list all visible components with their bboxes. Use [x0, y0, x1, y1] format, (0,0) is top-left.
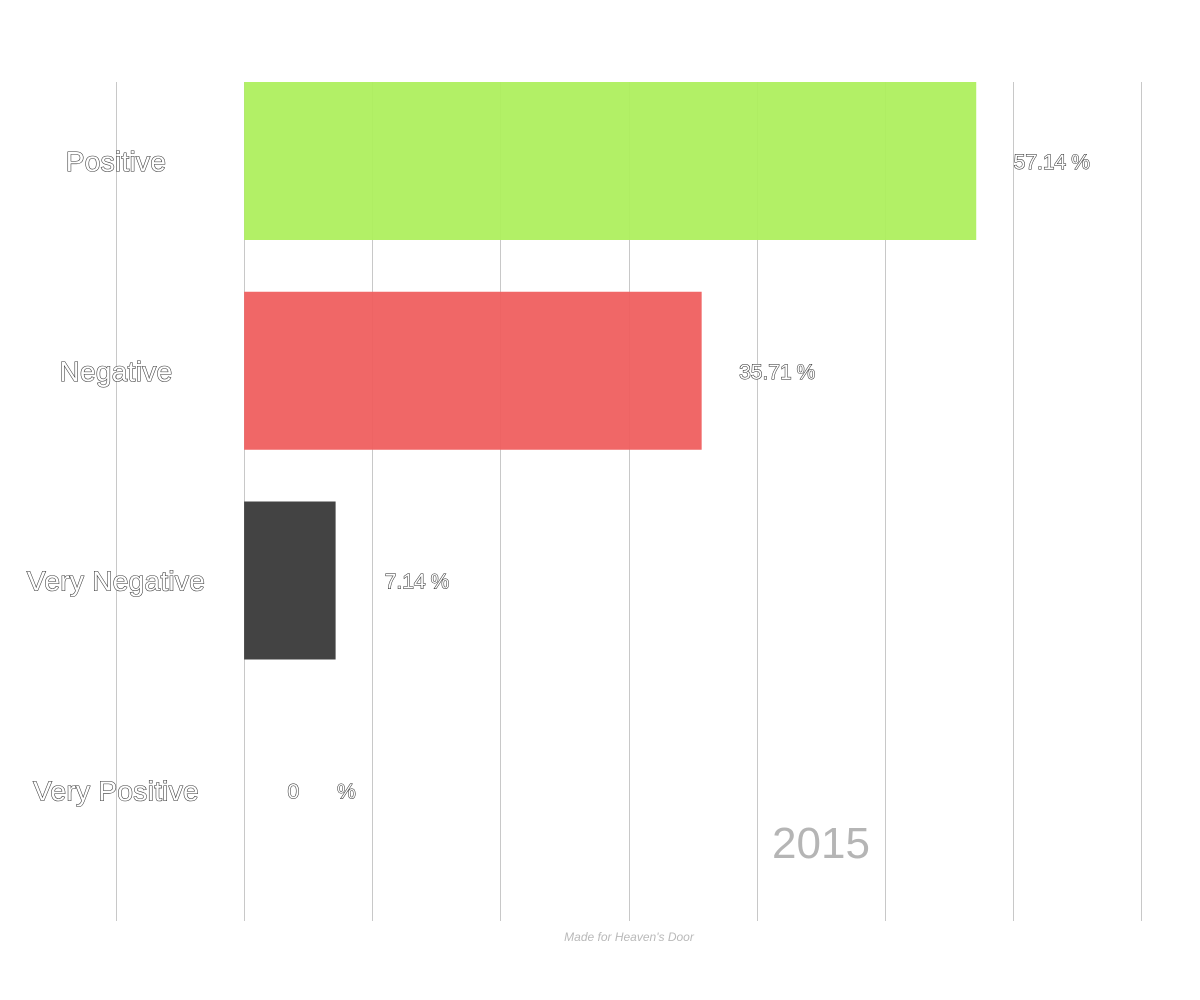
- bar-positive: [244, 82, 977, 240]
- value-label: 7.14: [385, 571, 426, 594]
- category-label: Negative: [60, 356, 173, 387]
- value-label: 0: [287, 780, 299, 803]
- bar-very-negative: [244, 501, 336, 660]
- category-labels: Positive Negative Very Negative Very Positi…: [26, 145, 205, 806]
- value-unit-label: %: [797, 361, 816, 384]
- bar-negative: [244, 291, 702, 450]
- credit-text: Made for Heaven's Door: [564, 930, 695, 944]
- value-unit-label: %: [337, 780, 356, 803]
- category-label: Positive: [66, 146, 166, 177]
- category-label: Very Negative: [27, 566, 205, 597]
- value-unit-label: %: [431, 571, 450, 594]
- value-unit-label: %: [1071, 151, 1090, 174]
- value-label: 57.14: [1014, 151, 1067, 174]
- value-labels: 57.14 %35.71 %7.14 %0%: [287, 151, 1090, 804]
- value-label: 35.71: [739, 361, 792, 384]
- category-label: Very Positive: [33, 775, 199, 806]
- year-label: 2015: [772, 819, 870, 868]
- bars: [244, 82, 977, 660]
